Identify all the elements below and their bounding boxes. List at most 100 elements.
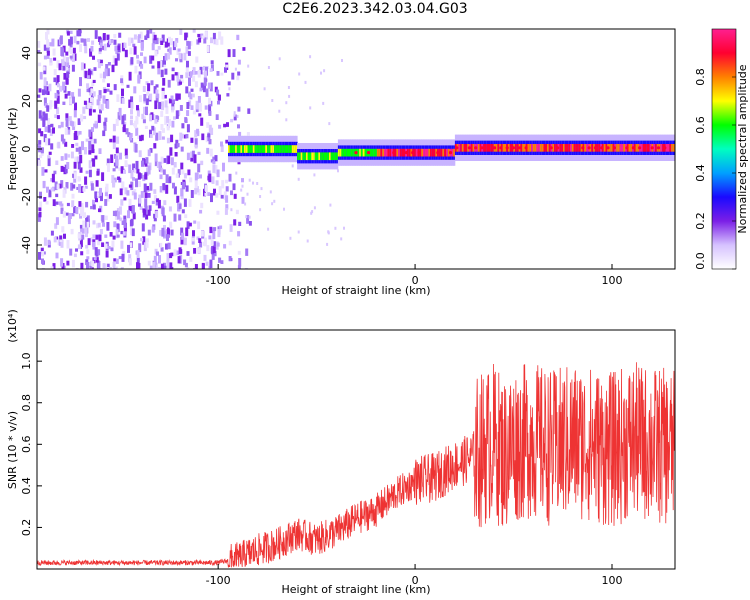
spectrogram-noise-cell [104,68,108,77]
spectrogram-noise-cell [179,29,183,35]
spectrogram-band-core [485,144,488,152]
spectrogram-noise-cell [86,256,90,260]
spectrogram-noise-cell [115,258,119,264]
spectrogram-noise-cell [229,224,233,232]
spectrogram-noise-cell [99,39,103,43]
spectrogram-noise-cell [130,226,133,236]
spectrogram-noise-cell [106,88,110,92]
spectrogram-noise-cell [40,115,44,121]
spectrogram-noise-cell [118,206,122,215]
spectrogram-band-core [669,144,672,152]
spectrogram-noise-cell [85,232,88,238]
spectrogram-noise-cell [111,175,115,183]
spectrogram-noise-cell [84,227,88,234]
spectrogram-peak [612,146,617,150]
spectrogram-noise-cell [77,118,81,125]
spectrogram-noise-cell [78,204,82,210]
colorbar: 0.0 0.2 0.4 0.6 0.8 Normalized spectral ampl… [694,28,749,270]
spectrogram-noise-cell [169,221,172,225]
spectrogram-noise-cell [160,167,164,173]
spectrogram-noise-cell [108,194,112,199]
spectrogram-noise-cell [98,36,102,42]
spectrogram-noise-cell [322,101,325,105]
spectrogram-noise-cell [225,179,228,184]
spectrogram-noise-cell [200,82,204,91]
spectrogram-noise-cell [115,155,119,162]
spectrogram-y-ticks: -40 -20 0 20 40 [20,46,42,254]
spectrogram-noise-cell [109,138,113,143]
spectrogram-noise-cell [171,67,175,72]
spectrogram-noise-cell [136,262,139,269]
spectrogram-band-core [561,144,564,152]
spectrogram-noise-cell [225,64,229,68]
spectrogram-band-core [430,148,433,157]
spectrogram-noise-cell [93,123,97,128]
spectrogram-noise-cell [183,198,187,207]
spectrogram-noise-cell [65,117,69,127]
spectrogram-noise-cell [116,136,120,144]
snr-x-ticks: -100 0 100 [206,564,622,587]
spectrogram-noise-cell [120,82,124,86]
spectrogram-band-core [415,148,419,157]
spectrogram-noise-cell [210,239,214,246]
spectrogram-noise-cell [72,47,76,54]
spectrogram-noise-cell [340,237,343,241]
spectrogram-noise-cell [38,159,41,166]
spectrogram-noise-cell [80,262,84,269]
spectrogram-noise-cell [40,247,44,255]
spectrogram-noise-cell [212,241,216,247]
spectrogram-noise-cell [131,228,135,237]
spectrogram-noise-cell [42,66,46,71]
spectrogram-noise-cell [68,39,72,46]
spectrogram-band-core [559,144,562,152]
spectrogram-noise-cell [111,240,115,248]
spectrogram-noise-cell [46,186,49,193]
spectrogram-band-core [238,145,241,153]
spectrogram-y-tick-label: 40 [20,46,33,60]
spectrogram-noise-cell [60,134,64,142]
spectrogram-noise-cell [225,186,229,192]
spectrogram-noise-cell [60,180,64,188]
spectrogram-noise-cell [115,266,118,269]
spectrogram-noise-cell [72,125,76,130]
spectrogram-noise-cell [171,106,175,111]
spectrogram-noise-cell [166,259,170,269]
spectrogram-noise-cell [78,30,82,34]
spectrogram-noise-cell [86,88,90,93]
spectrogram-noise-cell [73,35,77,44]
spectrogram-noise-cell [49,42,53,47]
spectrogram-noise-cell [222,162,225,172]
spectrogram-noise-cell [168,206,172,212]
spectrogram-noise-cell [190,151,194,158]
spectrogram-peak [404,151,408,155]
spectrogram-noise-cell [155,89,159,97]
spectrogram-band-core [477,144,481,152]
spectrogram-noise-cell [115,147,119,154]
spectrogram-band-core [547,144,550,152]
spectrogram-noise-cell [166,116,170,123]
spectrogram-noise-cell [128,71,132,81]
spectrogram-noise-cell [248,221,252,226]
spectrogram-noise-cell [100,104,104,111]
spectrogram-noise-cell [99,42,103,50]
spectrogram-noise-cell [62,189,66,198]
spectrogram-band-core [369,148,372,157]
spectrogram-noise-cell [54,92,58,99]
spectrogram-noise-cell [206,122,210,128]
spectrogram-noise-cell [153,86,157,94]
spectrogram-noise-cell [123,121,127,125]
spectrogram-band-core [293,145,296,153]
spectrogram-noise-cell [165,106,169,114]
spectrogram-band-core [236,145,240,153]
spectrogram-noise-cell [146,92,150,96]
spectrogram-y-tick-label: -40 [20,236,33,254]
spectrogram-noise-cell [153,255,157,265]
spectrogram-noise-cell [104,117,108,122]
spectrogram-noise-cell [91,260,95,267]
spectrogram-peak [606,146,610,150]
spectrogram-band-core [465,144,468,152]
spectrogram-noise-cell [209,226,213,234]
spectrogram-noise-cell [156,198,160,203]
spectrogram-noise-cell [52,263,56,269]
spectrogram-band-core [295,145,298,153]
